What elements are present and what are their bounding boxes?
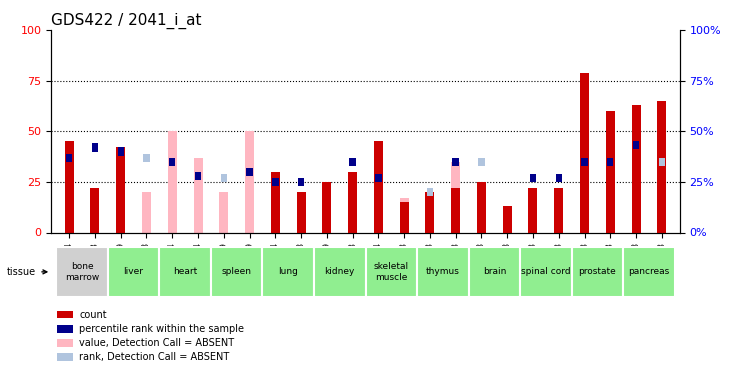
Text: kidney: kidney [325,267,355,276]
Bar [503,206,512,232]
Bar [116,147,125,232]
Text: rank, Detection Call = ABSENT: rank, Detection Call = ABSENT [80,352,230,362]
Bar [374,141,383,232]
Text: value, Detection Call = ABSENT: value, Detection Call = ABSENT [80,338,235,348]
Bar [142,192,151,232]
Bar [580,72,589,232]
Bar [221,174,227,182]
Bar [58,310,73,318]
Bar [245,131,254,232]
Bar [477,182,486,232]
Bar [118,147,124,156]
Bar [221,174,227,182]
FancyBboxPatch shape [469,247,520,297]
Bar [91,188,99,232]
Bar [425,192,434,232]
Bar [322,182,331,232]
Bar [194,172,201,180]
Bar [92,143,98,152]
Bar [58,339,73,346]
Bar [659,158,665,166]
FancyBboxPatch shape [572,247,623,297]
FancyBboxPatch shape [366,247,417,297]
Bar [272,178,279,186]
Bar [270,172,280,232]
Text: lung: lung [279,267,298,276]
FancyBboxPatch shape [262,247,314,297]
Bar [657,101,666,232]
Bar [607,158,613,166]
Text: spinal cord: spinal cord [521,267,571,276]
Bar [297,192,306,232]
Bar [194,158,202,232]
Bar [65,141,74,232]
Bar [452,158,459,166]
FancyBboxPatch shape [159,247,211,297]
FancyBboxPatch shape [56,247,108,297]
Bar [425,192,434,232]
Bar [632,105,640,232]
Bar [451,162,461,232]
Bar [427,188,433,196]
FancyBboxPatch shape [520,247,572,297]
Text: thymus: thymus [426,267,460,276]
Bar [219,192,228,232]
FancyBboxPatch shape [417,247,469,297]
Text: pancreas: pancreas [628,267,670,276]
Bar [66,153,72,162]
Bar [167,131,177,232]
Bar [58,353,73,361]
Bar [348,172,357,232]
Text: prostate: prostate [578,267,616,276]
Bar [298,178,304,186]
Bar [633,141,639,150]
Text: brain: brain [482,267,506,276]
Text: spleen: spleen [221,267,251,276]
FancyBboxPatch shape [623,247,675,297]
Text: count: count [80,309,107,320]
FancyBboxPatch shape [314,247,366,297]
Bar [530,174,537,182]
Bar [246,168,253,176]
Text: heart: heart [173,267,197,276]
Text: skeletal
muscle: skeletal muscle [374,262,409,282]
Text: tissue: tissue [7,267,47,277]
Bar [349,158,356,166]
Bar [606,111,615,232]
FancyBboxPatch shape [211,247,262,297]
Text: GDS422 / 2041_i_at: GDS422 / 2041_i_at [51,12,202,28]
Text: bone
marrow: bone marrow [65,262,99,282]
FancyBboxPatch shape [108,247,159,297]
Bar [581,158,588,166]
Bar [400,198,409,232]
Bar [554,188,564,232]
Bar [657,168,666,232]
Bar [143,153,150,162]
Text: liver: liver [124,267,143,276]
Bar [58,325,73,333]
Bar [169,158,175,166]
Bar [451,188,461,232]
Text: percentile rank within the sample: percentile rank within the sample [80,324,244,334]
Bar [375,174,382,182]
Bar [400,202,409,232]
Bar [478,158,485,166]
Bar [556,174,562,182]
Bar [529,188,537,232]
